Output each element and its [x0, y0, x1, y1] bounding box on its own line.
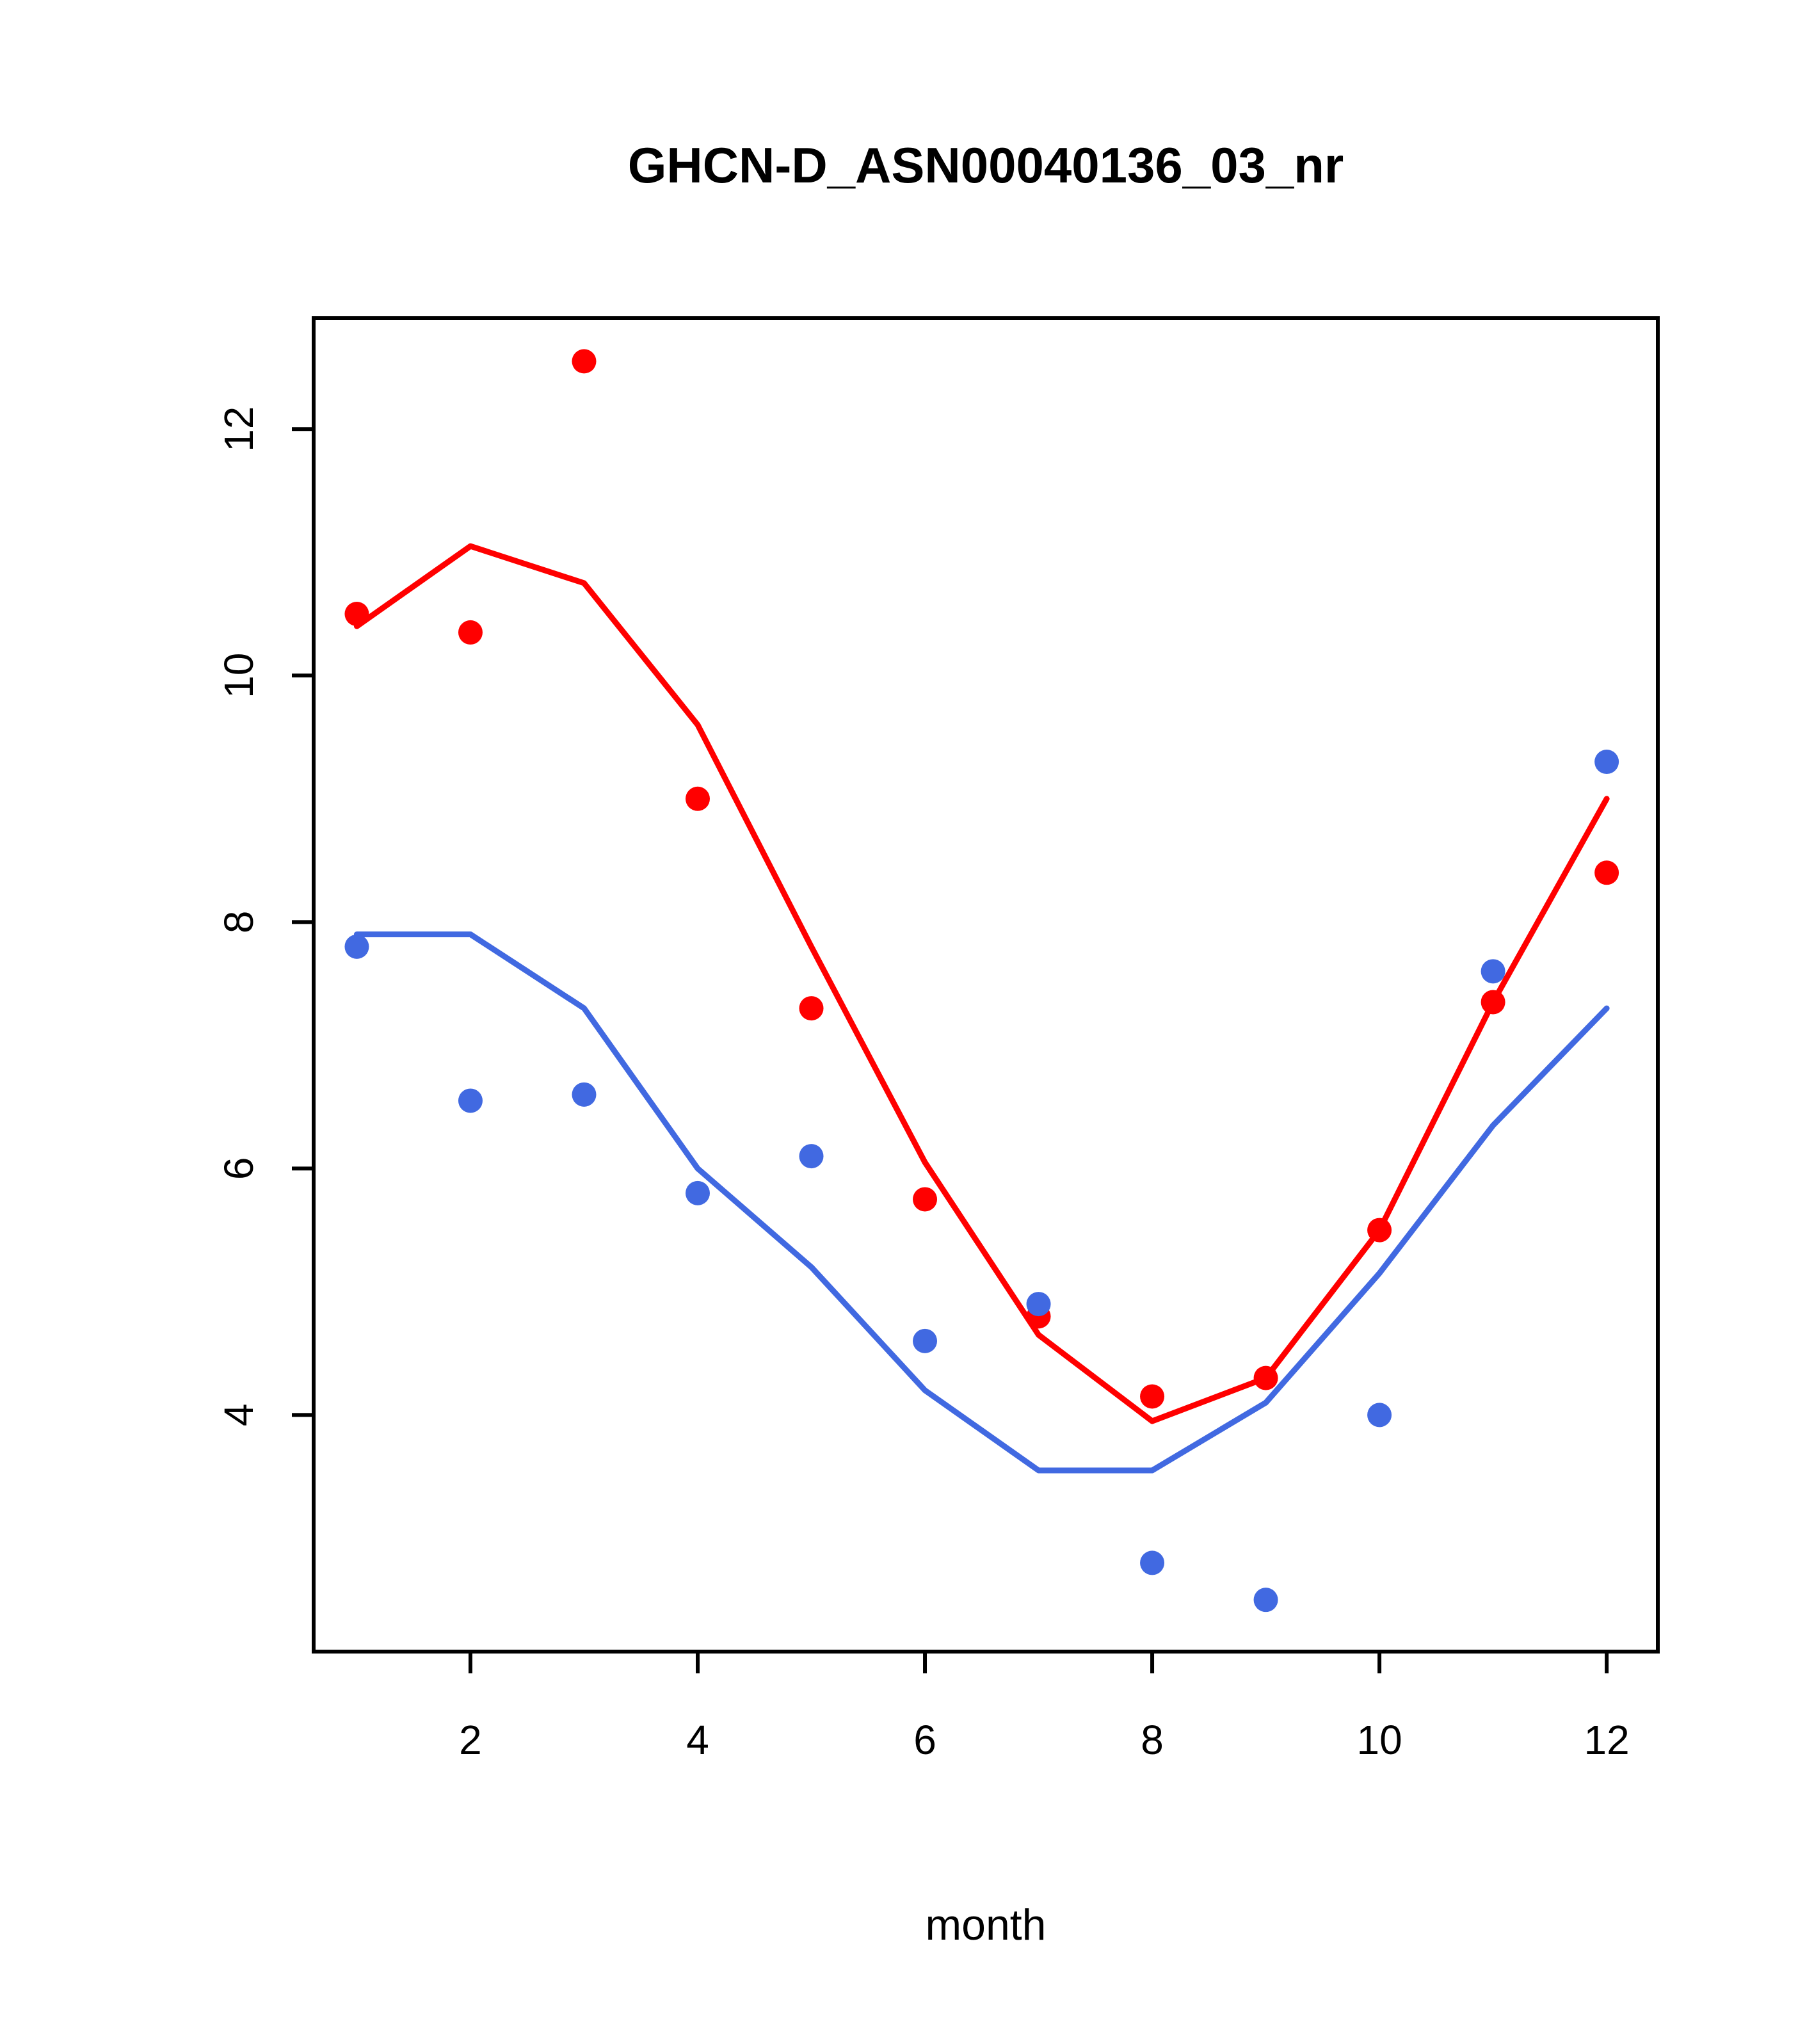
y-tick-label: 6 [216, 1157, 262, 1180]
chart-title: GHCN-D_ASN00040136_03_nr [628, 137, 1344, 193]
blue-point [913, 1328, 938, 1353]
x-tick-label: 4 [686, 1717, 709, 1763]
red-point [686, 786, 710, 811]
series-layer [344, 349, 1619, 1613]
blue-point [1367, 1403, 1392, 1428]
x-tick-label: 8 [1141, 1717, 1164, 1763]
red-point [1481, 990, 1505, 1015]
blue-point [799, 1144, 824, 1169]
axes: 2 4 6 8 10 12 4 6 8 10 12 [216, 316, 1660, 1763]
red-line [353, 543, 1610, 1424]
blue-line [353, 931, 1610, 1474]
blue-point [1594, 750, 1619, 775]
y-tick-label: 8 [216, 911, 262, 934]
red-point [1367, 1218, 1392, 1243]
blue-point [1253, 1588, 1278, 1613]
y-tick-label: 10 [216, 653, 262, 698]
blue-point [344, 934, 369, 959]
red-point [458, 620, 483, 645]
blue-point [1140, 1550, 1165, 1575]
red-point [1253, 1365, 1278, 1390]
blue-point [572, 1082, 597, 1107]
x-tick-label: 12 [1584, 1717, 1630, 1763]
red-point [572, 349, 597, 374]
y-tick-label: 12 [216, 406, 262, 452]
red-point [799, 996, 824, 1021]
red-point [913, 1187, 938, 1212]
blue-point [1026, 1292, 1051, 1317]
blue-point [686, 1180, 710, 1205]
blue-point [458, 1088, 483, 1113]
x-tick-label: 2 [459, 1717, 482, 1763]
x-axis-label: month [926, 1901, 1047, 1949]
blue-point [1481, 959, 1505, 984]
y-tick-label: 4 [216, 1404, 262, 1427]
red-point [1594, 860, 1619, 885]
red-point [1140, 1384, 1165, 1409]
red-point [344, 602, 369, 627]
x-tick-label: 6 [913, 1717, 936, 1763]
x-tick-label: 10 [1356, 1717, 1402, 1763]
plot-border [312, 316, 1660, 1654]
